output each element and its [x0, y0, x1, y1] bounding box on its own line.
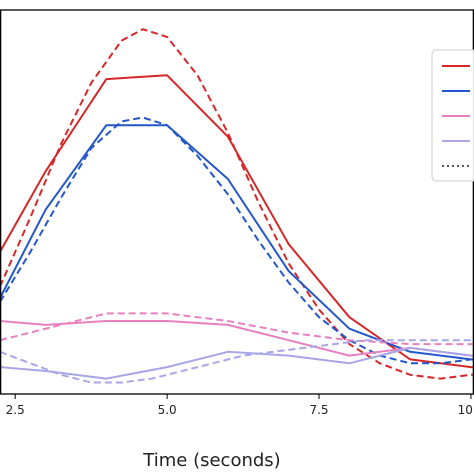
- legend: [431, 49, 474, 182]
- x-axis: 2.5 5.0 7.5 10.0: [6, 394, 474, 417]
- series-line-4-dashed: [0, 116, 474, 365]
- series-line-1-solid: [0, 74, 474, 369]
- series-line-7-solid: [0, 346, 474, 380]
- series-line-6-dashed: [0, 312, 474, 346]
- x-axis-label: Time (seconds): [142, 450, 280, 471]
- plot-frame: [0, 9, 474, 395]
- series-line-2-dashed: [0, 28, 474, 380]
- series-layer: [0, 28, 474, 384]
- series-line-3-solid: [0, 124, 474, 361]
- x-tick-label-4: 10.0: [458, 403, 474, 417]
- x-tick-label-1: 2.5: [6, 403, 25, 417]
- x-tick-label-2: 5.0: [158, 403, 177, 417]
- x-tick-label-3: 7.5: [309, 403, 328, 417]
